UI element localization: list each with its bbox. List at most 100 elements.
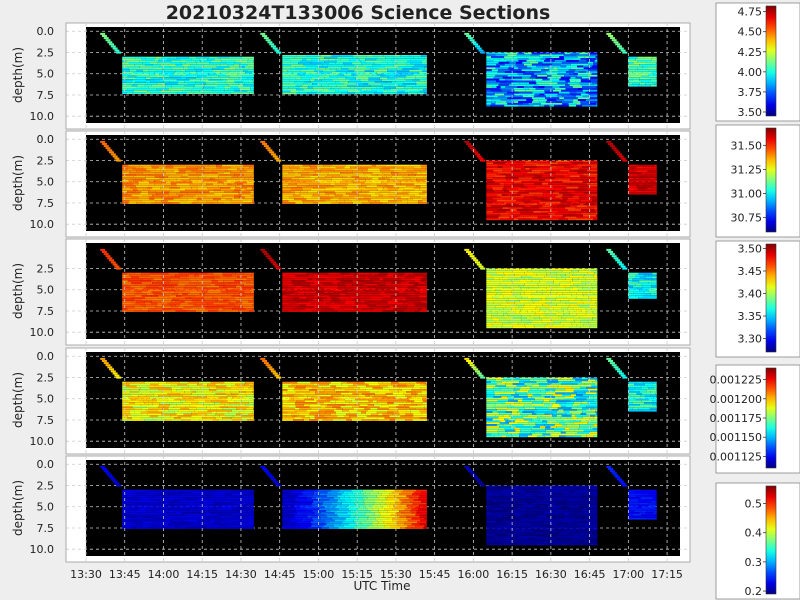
data-stroke — [127, 190, 136, 193]
data-stroke — [395, 202, 408, 204]
descent-stroke — [262, 360, 268, 362]
data-stroke — [486, 211, 494, 213]
data-stroke — [398, 400, 408, 403]
data-stroke — [328, 383, 342, 386]
data-stroke — [573, 283, 586, 286]
data-stroke — [638, 174, 647, 176]
data-stroke — [531, 289, 543, 291]
data-stroke — [361, 183, 372, 186]
data-stroke — [251, 495, 254, 498]
data-stroke — [282, 289, 292, 292]
data-stroke — [387, 272, 398, 275]
data-stroke — [370, 202, 383, 204]
data-stroke — [155, 172, 166, 174]
data-stroke — [248, 300, 254, 303]
data-stroke — [523, 381, 537, 383]
data-stroke — [554, 104, 559, 107]
data-stroke — [218, 280, 224, 282]
data-stroke — [417, 306, 427, 309]
data-stroke — [282, 60, 291, 63]
data-stroke — [497, 194, 502, 196]
data-stroke — [422, 308, 427, 310]
descent-stroke — [109, 151, 114, 154]
data-stroke — [585, 71, 598, 73]
data-stroke — [486, 97, 494, 100]
data-stroke — [170, 77, 181, 80]
data-stroke — [486, 168, 494, 170]
data-stroke — [247, 181, 254, 184]
data-stroke — [225, 170, 232, 173]
data-stroke — [538, 285, 550, 288]
data-stroke — [324, 415, 337, 418]
data-stroke — [391, 175, 403, 178]
data-stroke — [504, 182, 513, 185]
data-stroke — [525, 71, 535, 73]
data-stroke — [282, 88, 288, 91]
data-stroke — [173, 285, 185, 288]
data-stroke — [510, 197, 523, 200]
descent-stroke — [270, 370, 276, 373]
data-stroke — [130, 500, 140, 503]
data-stroke — [193, 493, 204, 496]
data-stroke — [486, 302, 494, 304]
data-stroke — [358, 168, 368, 171]
data-stroke — [398, 66, 406, 68]
data-stroke — [559, 97, 565, 100]
data-stroke — [231, 392, 239, 395]
data-stroke — [298, 172, 309, 174]
data-stroke — [579, 203, 584, 206]
data-stroke — [628, 84, 639, 87]
data-stroke — [577, 73, 583, 75]
data-stroke — [233, 287, 243, 290]
data-stroke — [244, 189, 252, 191]
data-stroke — [240, 170, 247, 173]
data-stroke — [368, 77, 380, 80]
data-stroke — [242, 306, 254, 309]
data-stroke — [367, 175, 378, 178]
data-stroke — [158, 409, 165, 412]
data-stroke — [142, 499, 152, 501]
data-stroke — [521, 76, 530, 79]
data-stroke — [388, 200, 397, 202]
data-stroke — [171, 60, 182, 63]
data-stroke — [156, 495, 169, 498]
data-stroke — [378, 278, 383, 281]
data-stroke — [235, 285, 241, 288]
descent-stroke — [270, 45, 276, 48]
data-stroke — [524, 196, 531, 198]
data-stroke — [494, 307, 504, 310]
data-stroke — [355, 177, 366, 180]
data-stroke — [526, 56, 540, 58]
data-stroke — [185, 168, 198, 171]
data-stroke — [137, 189, 144, 191]
data-stroke — [290, 189, 303, 191]
data-stroke — [220, 187, 231, 189]
descent-trace — [606, 32, 628, 54]
data-stroke — [295, 66, 307, 68]
data-stroke — [580, 101, 589, 103]
data-stroke — [350, 189, 362, 191]
data-stroke — [313, 200, 326, 202]
data-stroke — [365, 411, 377, 414]
data-stroke — [486, 322, 492, 325]
data-stroke — [576, 324, 584, 327]
data-stroke — [491, 309, 500, 312]
y-tick-label: 2.5 — [37, 479, 55, 492]
data-stroke — [171, 391, 185, 393]
data-stroke — [552, 61, 562, 64]
data-stroke — [545, 97, 550, 100]
data-stroke — [152, 417, 162, 419]
data-stroke — [322, 293, 333, 296]
data-stroke — [596, 103, 598, 105]
data-stroke — [557, 386, 572, 389]
data-stroke — [585, 190, 598, 193]
data-stroke — [377, 174, 385, 176]
data-stroke — [215, 493, 226, 496]
data-stroke — [179, 187, 192, 189]
data-stroke — [546, 431, 554, 434]
data-stroke — [185, 170, 192, 173]
data-stroke — [578, 88, 583, 90]
data-stroke — [539, 317, 549, 319]
data-stroke — [309, 413, 318, 416]
y-tick-label: 7.5 — [37, 305, 55, 318]
